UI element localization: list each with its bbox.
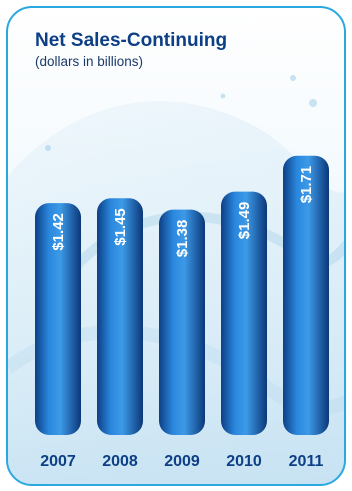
chart-title: Net Sales-Continuing	[35, 30, 228, 51]
bar-chart: $1.42 $1.45 $1.38 $1.49$1.71 2007 2008 2009 20…	[35, 155, 329, 470]
bar-2008	[97, 198, 143, 435]
value-label-2007: $1.42	[50, 213, 67, 251]
bars-group: $1.42 $1.45 $1.38 $1.49 $1.71	[35, 155, 329, 435]
category-labels: 2007 2008 2009 2010 2011	[40, 453, 323, 470]
category-label-2009: 2009	[164, 453, 200, 470]
value-label-2010: $1.49	[236, 202, 253, 240]
category-label-2011: 2011	[289, 453, 324, 470]
value-label-2011: $1.71	[298, 166, 315, 204]
bar-2011	[283, 155, 329, 435]
chart-subtitle: (dollars in billions)	[35, 54, 144, 69]
bar-2009	[159, 209, 205, 435]
category-label-2007: 2007	[40, 453, 76, 470]
category-label-2008: 2008	[102, 453, 138, 470]
value-label-2009: $1.38	[174, 220, 191, 258]
bar-2010	[221, 191, 267, 435]
bar-2007	[35, 203, 81, 435]
category-label-2010: 2010	[226, 453, 262, 470]
value-label-2008: $1.45	[112, 208, 129, 246]
chart-frame: Net Sales-Continuing (dollars in billion…	[6, 6, 346, 486]
